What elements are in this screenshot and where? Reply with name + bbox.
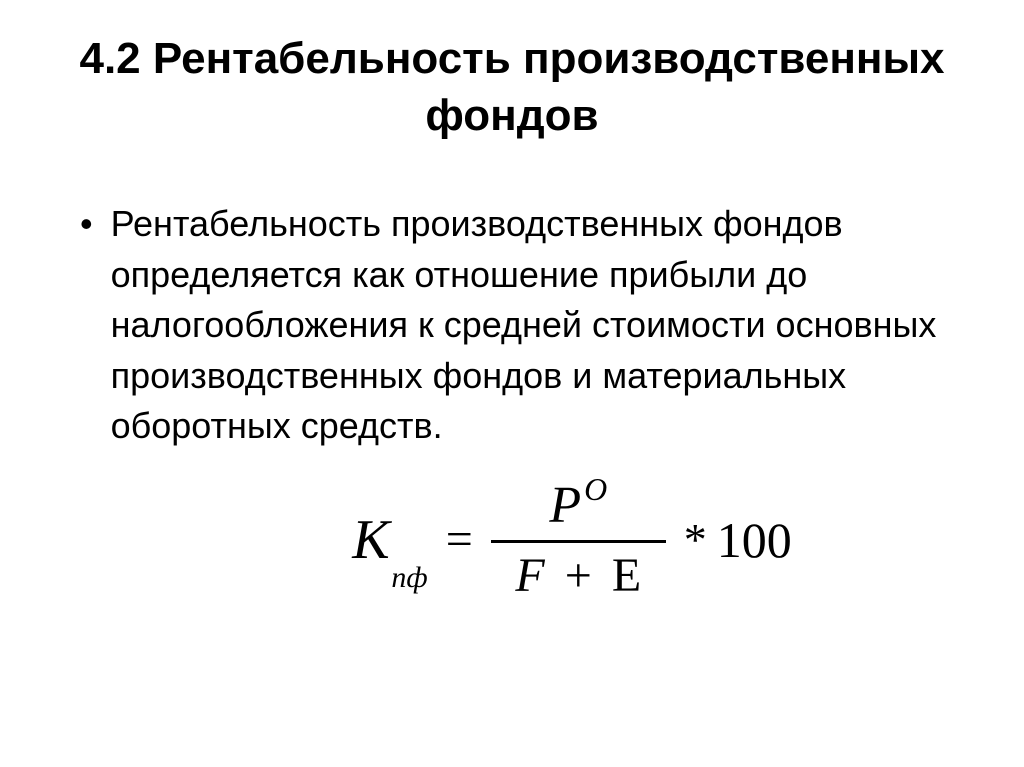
- formula-constant: 100: [717, 511, 792, 569]
- formula-multiply: *: [684, 513, 707, 566]
- slide-title: 4.2 Рентабельность производственных фонд…: [60, 30, 964, 144]
- formula-numerator: P O: [519, 476, 637, 540]
- denom-left-var: F: [515, 549, 544, 602]
- formula-equals: =: [446, 512, 473, 567]
- denom-plus: +: [565, 549, 592, 602]
- formula-lhs-subscript: пф: [391, 561, 427, 595]
- formula: К пф = P O F + E * 100: [352, 476, 792, 603]
- bullet-marker: •: [80, 199, 93, 249]
- numerator-variable: P: [549, 476, 581, 535]
- formula-container: К пф = P O F + E * 100: [80, 476, 964, 603]
- formula-lhs-variable: К: [352, 508, 389, 572]
- numerator-superscript: O: [584, 471, 607, 508]
- definition-text: Рентабельность производственных фондов о…: [111, 199, 964, 451]
- bullet-item: • Рентабельность производственных фондов…: [80, 199, 964, 451]
- content-area: • Рентабельность производственных фондов…: [60, 199, 964, 603]
- denom-right-var: E: [612, 549, 641, 602]
- formula-denominator: F + E: [500, 543, 656, 603]
- formula-fraction: P O F + E: [491, 476, 666, 603]
